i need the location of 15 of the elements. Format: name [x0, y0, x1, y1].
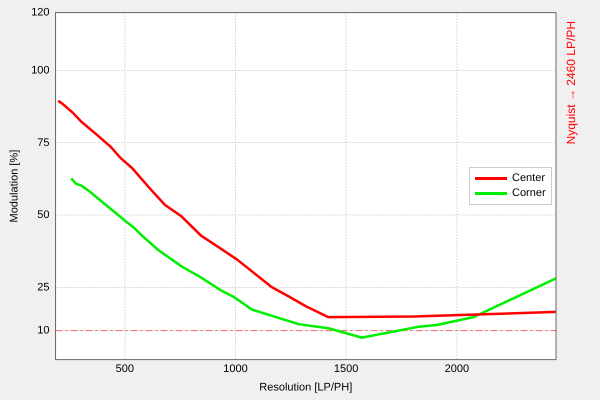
- x-tick-label: 1000: [223, 363, 248, 376]
- y-tick-label: 25: [37, 281, 50, 294]
- y-tick-label: 100: [31, 64, 50, 76]
- y-tick-label: 120: [31, 6, 50, 19]
- x-tick-label: 2000: [444, 363, 470, 376]
- y-axis-title: Modulation [%]: [8, 150, 21, 222]
- x-tick-label: 500: [116, 363, 134, 376]
- y-tick-label: 50: [37, 209, 50, 222]
- x-tick-label: 1500: [334, 363, 358, 376]
- text: Nyquist → 2460 LP/PH: [564, 20, 578, 144]
- y-tick-label: 10: [37, 324, 50, 337]
- x-axis-title: Resolution [LP/PH]: [259, 381, 352, 394]
- legend-label: Corner: [512, 186, 546, 202]
- y-tick-label: 75: [37, 136, 50, 149]
- legend-label: Center: [512, 171, 546, 186]
